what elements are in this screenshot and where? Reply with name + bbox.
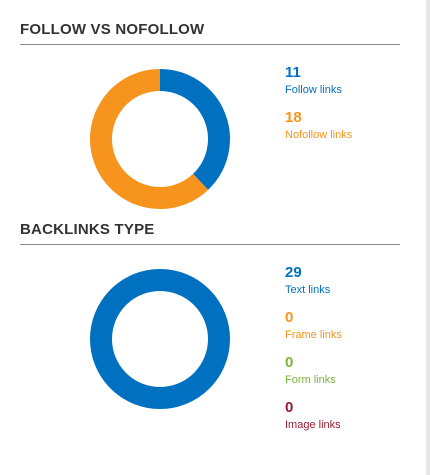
- frame-links-label: Frame links: [285, 329, 342, 341]
- scrollbar-edge: [426, 0, 430, 475]
- nofollow-links-label: Nofollow links: [285, 129, 353, 141]
- follow-section-divider: [20, 44, 400, 45]
- text-links-stat: 29 Text links: [285, 264, 330, 297]
- donut-slice-text-links: [90, 269, 230, 409]
- form-links-stat: 0 Form links: [285, 354, 336, 387]
- image-links-label: Image links: [285, 419, 341, 431]
- form-links-count: 0: [285, 354, 294, 371]
- image-links-count: 0: [285, 399, 294, 416]
- backlinks-section-title: BACKLINKS TYPE: [20, 221, 155, 238]
- image-links-stat: 0 Image links: [285, 399, 341, 432]
- donut-slice-nofollow-links: [90, 69, 209, 209]
- frame-links-count: 0: [285, 309, 294, 326]
- frame-links-stat: 0 Frame links: [285, 309, 342, 342]
- backlinks-type-donut-chart: [90, 269, 230, 409]
- form-links-label: Form links: [285, 374, 336, 386]
- text-links-label: Text links: [285, 284, 331, 296]
- follow-stat: 11 Follow links: [285, 64, 342, 97]
- text-links-count: 29: [285, 264, 302, 281]
- nofollow-stat: 18 Nofollow links: [285, 109, 352, 142]
- follow-section-title: FOLLOW VS NOFOLLOW: [20, 21, 205, 38]
- nofollow-links-count: 18: [285, 109, 302, 126]
- donut-slice-follow-links: [159, 69, 230, 190]
- follow-links-label: Follow links: [285, 84, 342, 96]
- follow-donut-chart: [90, 69, 230, 209]
- follow-links-count: 11: [285, 64, 301, 81]
- backlinks-section-divider: [20, 244, 400, 245]
